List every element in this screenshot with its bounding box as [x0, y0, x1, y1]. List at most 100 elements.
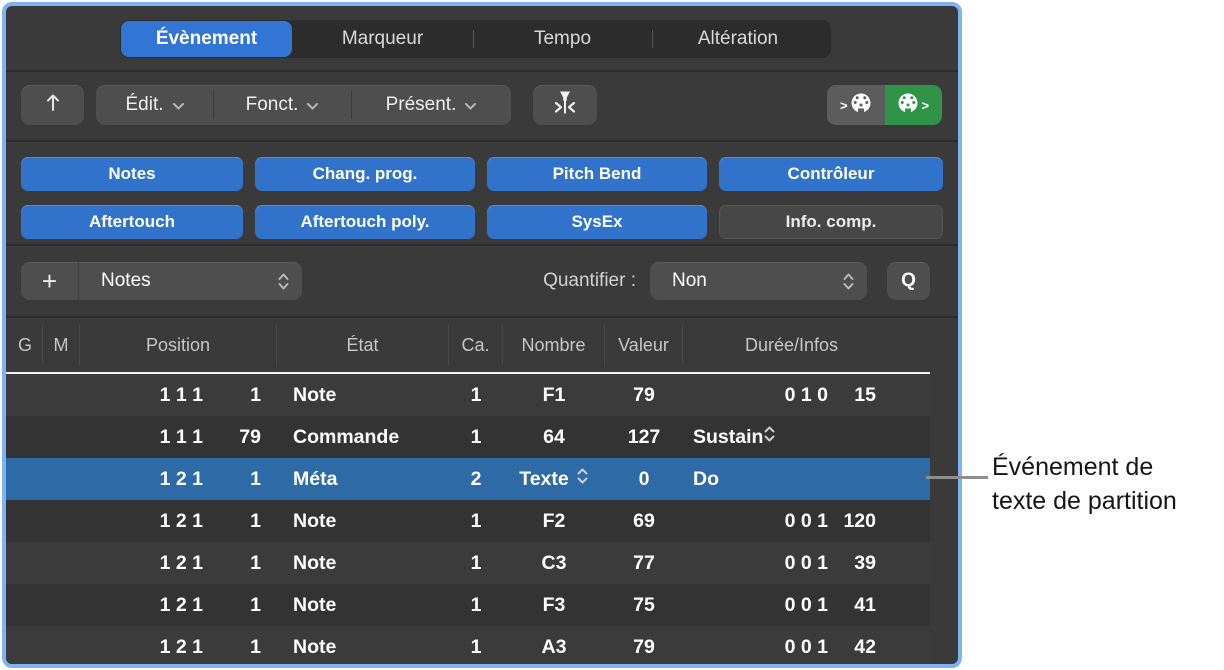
callout-line	[926, 476, 988, 479]
channel-cell[interactable]: 2	[470, 467, 482, 490]
chevron-up-down-icon	[576, 467, 589, 491]
g-cell[interactable]	[8, 542, 43, 584]
value-cell[interactable]: 77	[633, 551, 655, 574]
column-header-channel[interactable]: Ca.	[449, 325, 503, 365]
g-cell[interactable]	[8, 584, 43, 626]
filter-pitch-bend[interactable]: Pitch Bend	[487, 157, 707, 191]
event-row[interactable]: 1 2 1 1 Note 1 A3 79 0 0 1 42	[6, 626, 930, 664]
event-row[interactable]: 1 2 1 1 Note 1 F3 75 0 0 1 41	[6, 584, 930, 626]
midi-in-out-buttons: > >	[827, 85, 942, 125]
event-type-popup[interactable]: Notes	[79, 262, 302, 300]
length-cell[interactable]: 0 0 1 42	[784, 635, 876, 658]
g-cell[interactable]	[8, 626, 43, 664]
g-cell[interactable]	[8, 374, 43, 416]
callout-line1: Événement de	[992, 453, 1154, 481]
midi-in-button[interactable]: >	[827, 85, 885, 125]
column-header-number[interactable]: Nombre	[503, 325, 605, 365]
event-row[interactable]: 1 1 1 1 Note 1 F1 79 0 1 0 15	[6, 374, 930, 416]
event-row[interactable]: 1 1 1 79 Commande 1 64 127 Sustain	[6, 416, 930, 458]
event-row[interactable]: 1 2 1 1 Note 1 F2 69 0 0 1 120	[6, 500, 930, 542]
number-cell[interactable]: C3	[541, 551, 567, 574]
status-cell[interactable]: Méta	[293, 467, 338, 490]
m-cell[interactable]	[43, 626, 80, 664]
column-header-m[interactable]: M	[43, 325, 80, 365]
view-menu[interactable]: Présent.	[351, 85, 511, 125]
g-cell[interactable]	[8, 500, 43, 542]
channel-cell[interactable]: 1	[470, 383, 482, 406]
midi-out-button[interactable]: >	[884, 85, 942, 125]
filter-poly-aftertouch[interactable]: Aftertouch poly.	[255, 205, 475, 239]
length-cell[interactable]: 0 0 1 41	[784, 593, 876, 616]
edit-menu[interactable]: Édit.	[96, 85, 213, 125]
filter-notes[interactable]: Notes	[21, 157, 243, 191]
length-cell[interactable]: 0 0 1 120	[784, 509, 876, 532]
open-float-button[interactable]	[21, 85, 84, 125]
number-cell[interactable]: F2	[542, 509, 566, 532]
column-header-g[interactable]: G	[8, 325, 43, 365]
filter-aftertouch[interactable]: Aftertouch	[21, 205, 243, 239]
filter-controller[interactable]: Contrôleur	[719, 157, 943, 191]
status-cell[interactable]: Note	[293, 635, 337, 658]
status-cell[interactable]: Commande	[293, 425, 400, 448]
value-cell[interactable]: 79	[633, 635, 655, 658]
m-cell[interactable]	[43, 542, 80, 584]
info-cell[interactable]: Sustain	[683, 416, 930, 458]
m-cell[interactable]	[43, 416, 80, 458]
event-row[interactable]: 1 2 1 1 Méta 2 Texte 0 Do	[6, 458, 930, 500]
functions-menu[interactable]: Fonct.	[213, 85, 351, 125]
quantize-popup[interactable]: Non	[650, 262, 867, 300]
value-cell[interactable]: 75	[633, 593, 655, 616]
status-cell[interactable]: Note	[293, 551, 337, 574]
midi-filter-button[interactable]	[533, 85, 597, 125]
channel-cell[interactable]: 1	[470, 635, 482, 658]
value-cell[interactable]: 0	[638, 467, 650, 490]
value-cell[interactable]: 127	[627, 425, 661, 448]
column-header-position[interactable]: Position	[80, 325, 277, 365]
tab-evenement[interactable]: Évènement	[121, 21, 292, 57]
m-cell[interactable]	[43, 584, 80, 626]
m-cell[interactable]	[43, 374, 80, 416]
filter-program-change[interactable]: Chang. prog.	[255, 157, 475, 191]
value-cell[interactable]: 79	[633, 383, 655, 406]
m-cell[interactable]	[43, 458, 80, 500]
length-cell[interactable]: 0 1 0 15	[784, 383, 876, 406]
tab-tempo[interactable]: Tempo	[473, 21, 652, 57]
position-cell[interactable]: 1 1 1 79	[159, 425, 261, 448]
view-menu-label: Présent.	[385, 94, 457, 115]
number-cell[interactable]: F3	[542, 593, 566, 616]
event-row[interactable]: 1 2 1 1 Note 1 C3 77 0 0 1 39	[6, 542, 930, 584]
add-event-button[interactable]: +	[21, 262, 79, 300]
channel-cell[interactable]: 1	[470, 551, 482, 574]
filter-additional-info[interactable]: Info. comp.	[719, 205, 943, 239]
tab-alteration[interactable]: Altération	[652, 21, 824, 57]
callout-label: Événement de texte de partition	[992, 450, 1224, 518]
number-cell[interactable]: A3	[541, 635, 567, 658]
channel-cell[interactable]: 1	[470, 509, 482, 532]
g-cell[interactable]	[8, 416, 43, 458]
value-cell[interactable]: 69	[633, 509, 655, 532]
number-cell[interactable]: Texte	[503, 458, 605, 500]
channel-cell[interactable]: 1	[470, 425, 482, 448]
filter-sysex[interactable]: SysEx	[487, 205, 707, 239]
length-cell[interactable]: 0 0 1 39	[784, 551, 876, 574]
status-cell[interactable]: Note	[293, 383, 337, 406]
quantize-apply-button[interactable]: Q	[887, 262, 930, 300]
number-cell[interactable]: 64	[543, 425, 565, 448]
status-cell[interactable]: Note	[293, 593, 337, 616]
info-cell[interactable]: Do	[693, 467, 719, 490]
number-cell[interactable]: F1	[542, 383, 566, 406]
m-cell[interactable]	[43, 500, 80, 542]
status-cell[interactable]: Note	[293, 509, 337, 532]
g-cell[interactable]	[8, 458, 43, 500]
column-header-value[interactable]: Valeur	[605, 325, 683, 365]
column-header-length-info[interactable]: Durée/Infos	[744, 334, 839, 355]
channel-cell[interactable]: 1	[470, 593, 482, 616]
column-header-status[interactable]: État	[277, 325, 449, 365]
tab-marqueur[interactable]: Marqueur	[341, 28, 424, 49]
